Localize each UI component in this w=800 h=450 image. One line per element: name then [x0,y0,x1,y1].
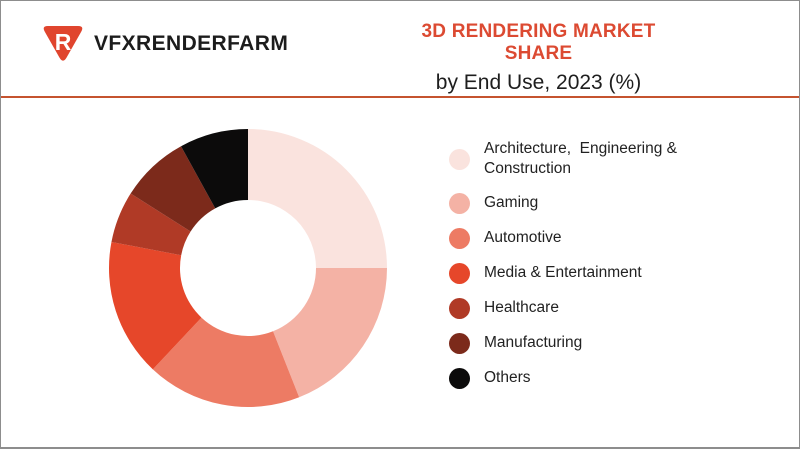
donut-segment-1 [273,268,387,398]
legend-label: Automotive [484,229,562,246]
title-block: 3D RENDERING MARKET SHARE by End Use, 20… [386,21,691,95]
donut-segment-0 [248,129,387,268]
donut-segment-5 [130,146,216,232]
legend-swatch [449,148,470,170]
legend-label: Healthcare [484,299,559,316]
legend-swatch [449,227,470,249]
legend-item-automotive: Automotive [449,227,686,249]
legend-item-architecture-engineering-construction: Architecture, Engineering & Construction [449,139,686,179]
donut-segment-3 [108,241,202,370]
r-logo-icon: R [43,26,83,61]
legend-swatch [449,332,470,354]
legend-item-gaming: Gaming [449,192,686,214]
legend-label: Architecture, Engineering & Construction [484,140,682,177]
legend-label: Media & Entertainment [484,264,642,281]
legend-item-manufacturing: Manufacturing [449,332,686,354]
legend-swatch [449,262,470,284]
legend-label: Gaming [484,194,539,211]
legend-item-media-entertainment: Media & Entertainment [449,262,686,284]
legend-label: Others [484,369,531,386]
legend-swatch [449,192,470,214]
donut-segment-4 [111,193,191,256]
legend-swatch [449,297,470,319]
logo-letter: R [55,29,72,55]
page-title: 3D RENDERING MARKET SHARE [421,21,656,64]
legend-item-healthcare: Healthcare [449,297,686,319]
donut-segment-2 [152,317,300,408]
legend-swatch [449,367,470,389]
donut-segment-6 [181,129,248,209]
header-divider [1,96,799,98]
legend-label: Manufacturing [484,334,583,351]
brand-logo: R VFXRENDERFARM [41,25,288,63]
legend-item-others: Others [449,367,686,389]
page-subtitle: by End Use, 2023 (%) [435,71,642,94]
chart-legend: Architecture, Engineering & Construction… [449,139,686,389]
brand-name: VFXRENDERFARM [94,32,289,55]
donut-chart [108,129,387,408]
